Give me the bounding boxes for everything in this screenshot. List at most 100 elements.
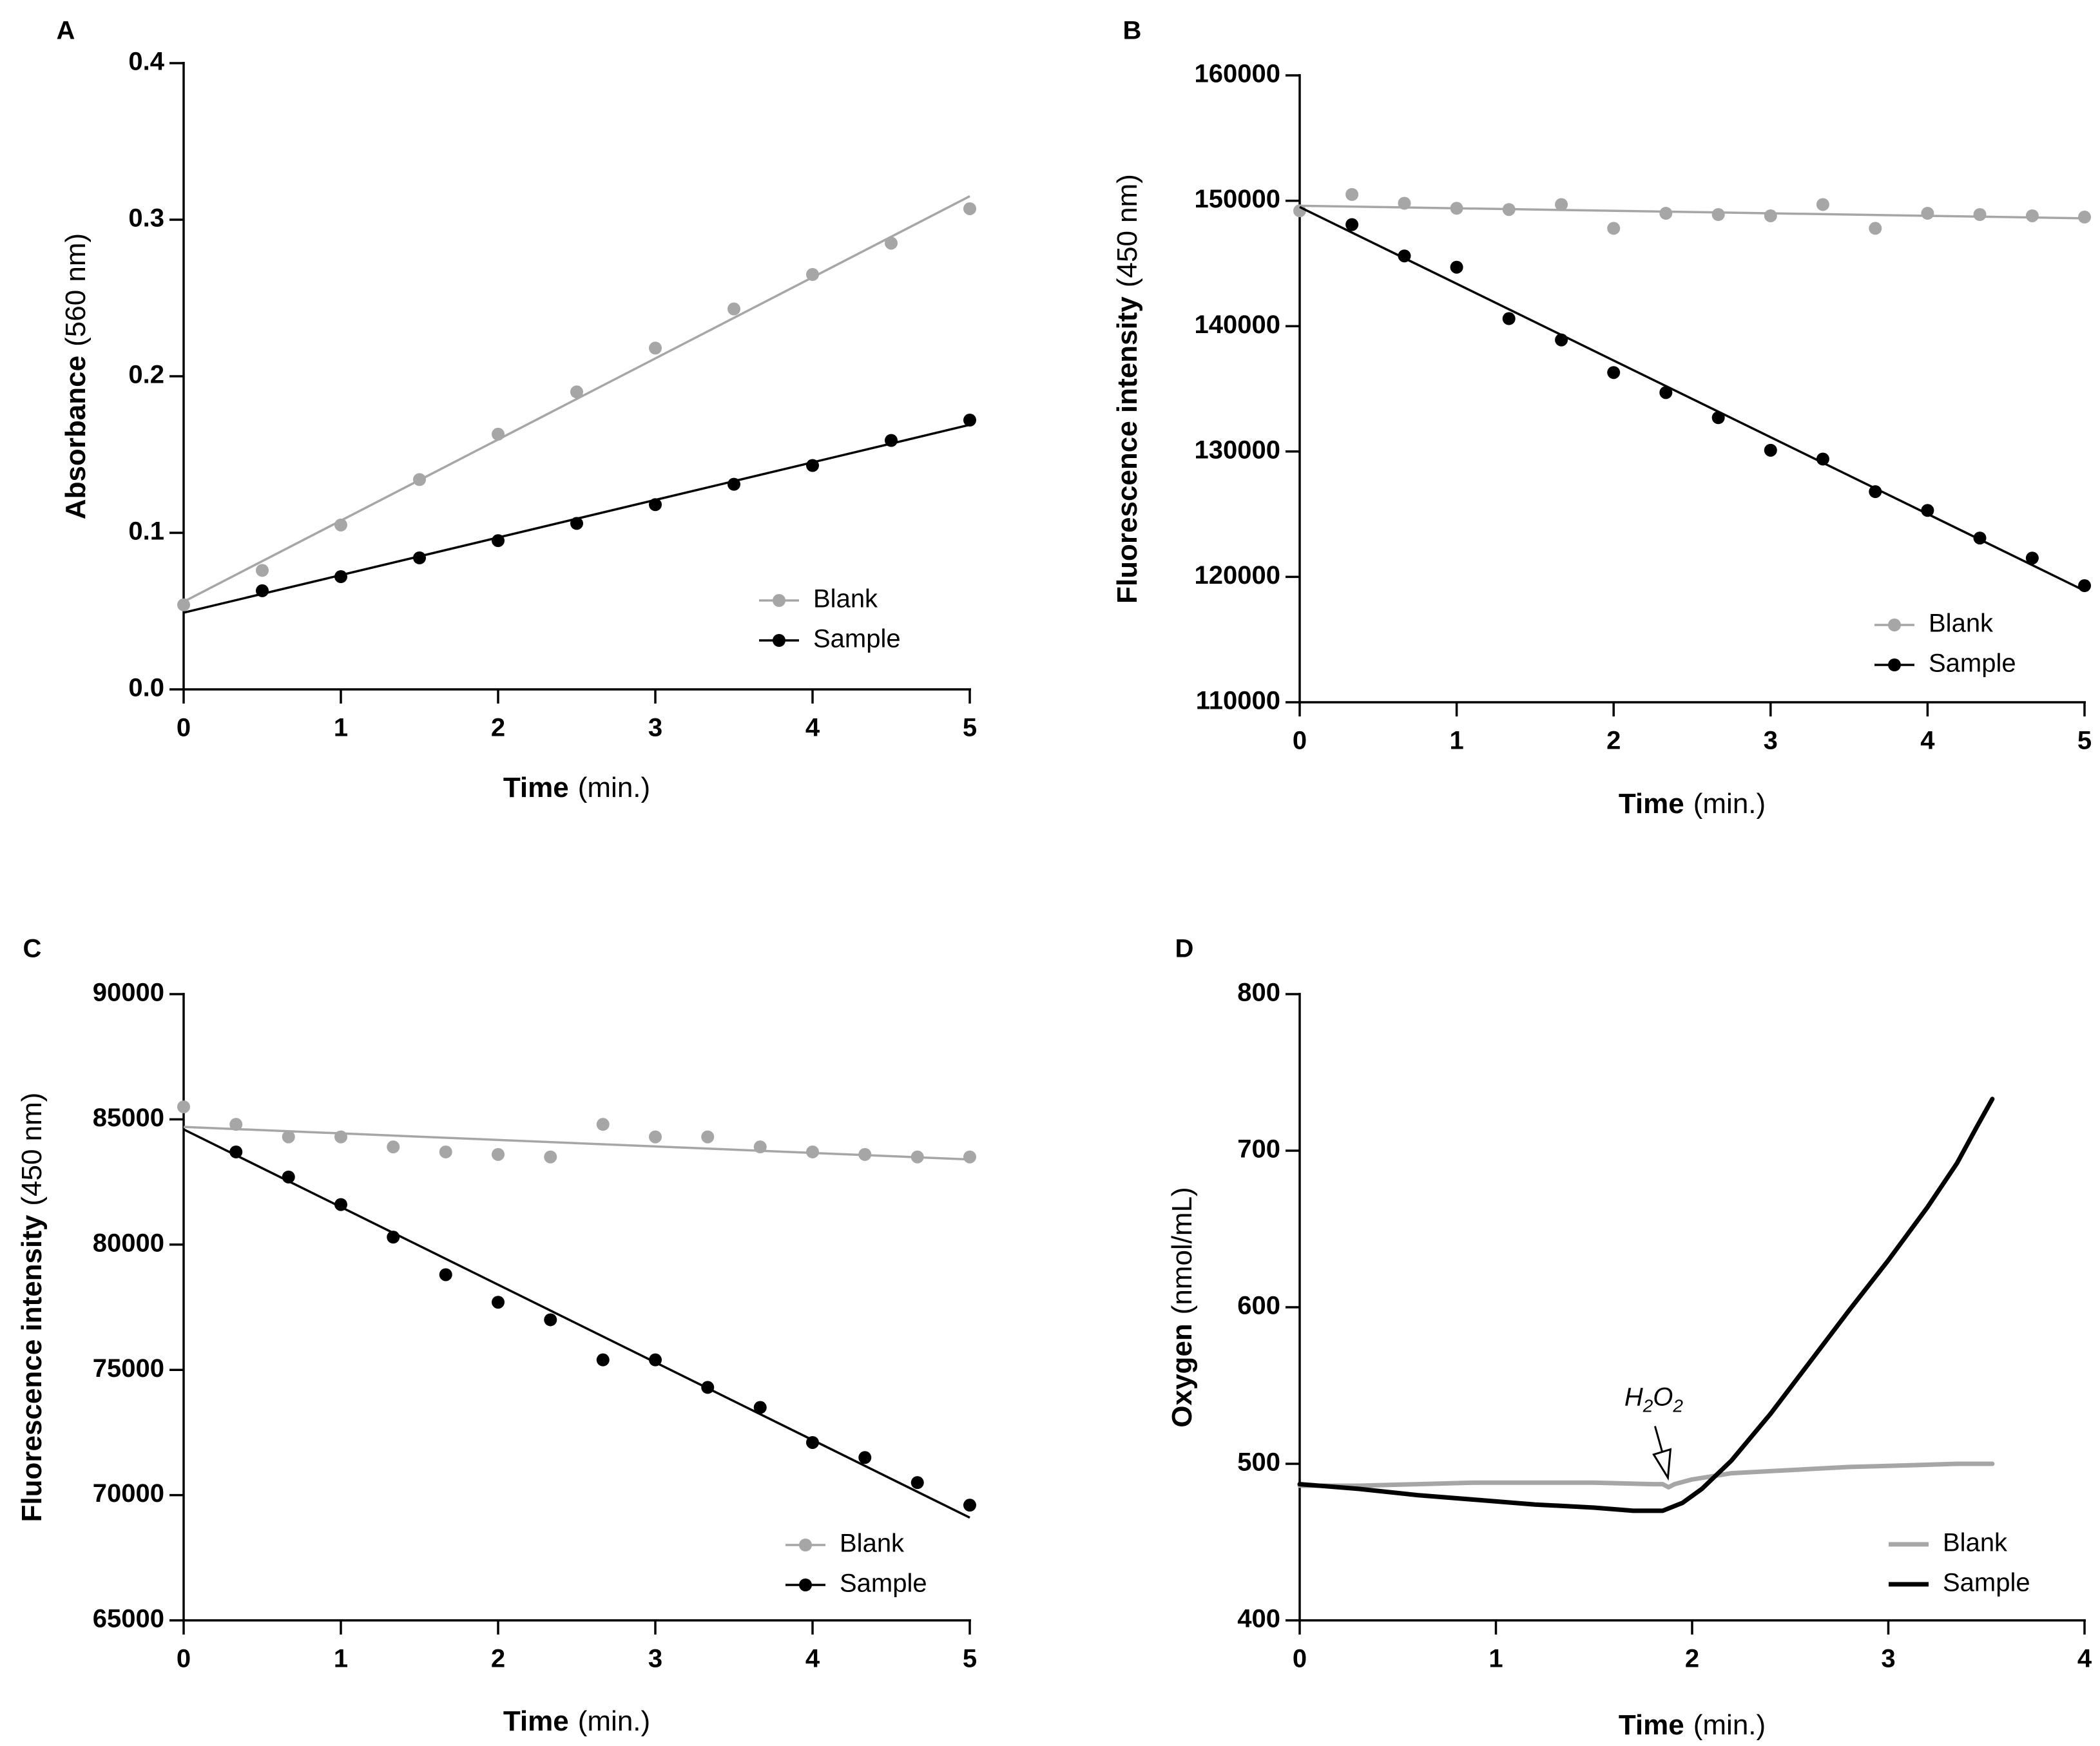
x-tick-label: 1 — [1488, 1645, 1503, 1673]
series-line-sample — [1297, 1097, 1995, 1513]
legend-label: Sample — [813, 625, 901, 653]
y-tick-label: 150000 — [1195, 185, 1280, 213]
y-tick-label: 600 — [1237, 1292, 1280, 1320]
data-point-blank — [649, 1130, 662, 1144]
data-point-sample — [2025, 552, 2039, 565]
plot-area — [1297, 1097, 1995, 1513]
legend-label: Blank — [1929, 609, 1994, 638]
legend-label: Sample — [840, 1569, 927, 1598]
y-tick-label: 110000 — [1196, 687, 1280, 715]
x-tick-label: 0 — [1293, 1645, 1307, 1673]
x-axis-label-name: Time — [503, 1705, 569, 1737]
panel-d: D 400 500 600 700 800 0 1 2 3 4 Time (min.) Oxygen (nm… — [1166, 935, 2092, 1741]
x-axis-label: Time (min.) — [1619, 1709, 1766, 1741]
data-point-sample — [885, 434, 898, 447]
fit-line-blank — [1299, 204, 2085, 220]
data-point-sample — [701, 1381, 715, 1394]
x-tick-label: 3 — [648, 1645, 662, 1673]
data-point-blank — [256, 564, 269, 577]
x-axis-label-unit: (min.) — [578, 1705, 650, 1737]
y-axis-label-unit: (450 nm) — [16, 1093, 48, 1206]
annotation-h: H — [1624, 1383, 1643, 1412]
x-tick-label: 5 — [963, 1645, 977, 1673]
y-axis-label: Oxygen (nmol/mL) — [1166, 1187, 1198, 1427]
y-tick-label: 0.0 — [128, 674, 164, 702]
data-point-blank — [806, 268, 819, 282]
data-point-sample — [1450, 260, 1463, 274]
legend-label: Blank — [813, 585, 878, 613]
y-tick-label: 80000 — [93, 1229, 164, 1257]
y-tick-label: 400 — [1237, 1605, 1280, 1633]
panel-label: A — [57, 17, 75, 45]
plot-area — [177, 1100, 976, 1519]
legend-item-sample: Sample — [759, 625, 901, 653]
data-point-sample — [2078, 579, 2091, 593]
x-axis-label-unit: (min.) — [578, 772, 650, 803]
data-point-blank — [910, 1150, 924, 1164]
legend-item-sample: Sample — [1889, 1569, 2030, 1597]
data-point-sample — [649, 1353, 662, 1367]
legend-swatch-marker — [1888, 658, 1901, 671]
data-point-sample — [1659, 386, 1673, 399]
x-tick-label: 5 — [2077, 727, 2092, 755]
fit-line-sample — [183, 1128, 970, 1519]
data-point-sample — [1711, 411, 1725, 425]
x-tick-label: 0 — [1293, 727, 1307, 755]
legend-label: Sample — [1943, 1569, 2030, 1597]
data-point-blank — [544, 1150, 557, 1164]
data-point-blank — [649, 341, 662, 355]
fit-line-blank — [183, 195, 970, 603]
fit-line-blank — [183, 1126, 970, 1161]
data-point-blank — [492, 1147, 505, 1161]
data-point-sample — [858, 1451, 872, 1464]
data-point-sample — [1607, 366, 1621, 379]
data-point-sample — [1973, 532, 1987, 545]
legend-item-blank: Blank — [1889, 1529, 2008, 1557]
data-point-blank — [1293, 204, 1306, 218]
data-point-blank — [1816, 198, 1829, 211]
y-axis-label-name: Oxygen — [1166, 1323, 1198, 1427]
y-tick-label: 140000 — [1195, 311, 1280, 339]
legend-label: Sample — [1929, 649, 2016, 678]
data-point-blank — [334, 518, 347, 532]
x-axis-label-unit: (min.) — [1693, 788, 1766, 820]
data-point-blank — [229, 1118, 243, 1131]
x-axis-label-name: Time — [1619, 1709, 1684, 1741]
legend-label: Blank — [840, 1530, 905, 1558]
data-point-blank — [858, 1147, 872, 1161]
legend-swatch-marker — [773, 634, 785, 647]
x-tick-label: 2 — [1606, 727, 1621, 755]
panel-label: C — [23, 935, 42, 963]
y-tick-label: 65000 — [93, 1605, 164, 1633]
data-point-blank — [1345, 187, 1359, 201]
x-tick-label: 4 — [805, 1645, 820, 1673]
legend-item-sample: Sample — [1874, 649, 2016, 678]
series-line-blank — [1297, 1461, 1995, 1490]
annotation-h2o2: H2O2 — [1624, 1383, 1684, 1481]
y-axis-label-unit: (nmol/mL) — [1166, 1187, 1198, 1314]
data-point-sample — [334, 570, 347, 584]
data-point-blank — [1921, 207, 1934, 220]
data-point-sample — [387, 1231, 400, 1244]
data-point-sample — [806, 459, 819, 472]
fit-line-sample — [1299, 206, 2085, 592]
data-point-sample — [910, 1476, 924, 1490]
x-axis-label: Time (min.) — [503, 1705, 650, 1737]
y-axis-label: Fluorescence intensity (450 nm) — [1112, 174, 1143, 604]
data-point-blank — [963, 202, 976, 215]
data-point-sample — [963, 414, 976, 427]
y-axis-label-name: Fluorescence intensity — [16, 1214, 48, 1522]
data-point-blank — [570, 385, 583, 399]
x-tick-label: 0 — [177, 714, 191, 742]
data-point-sample — [727, 477, 740, 491]
data-point-blank — [2025, 209, 2039, 222]
y-axis-label-unit: (560 nm) — [60, 233, 92, 347]
data-point-blank — [1607, 222, 1621, 235]
legend-label: Blank — [1943, 1529, 2008, 1557]
annotation-label: H2O2 — [1624, 1383, 1684, 1416]
data-point-sample — [1502, 312, 1516, 325]
data-point-blank — [1869, 222, 1882, 235]
x-tick-label: 4 — [2077, 1645, 2092, 1673]
data-point-sample — [596, 1353, 610, 1367]
